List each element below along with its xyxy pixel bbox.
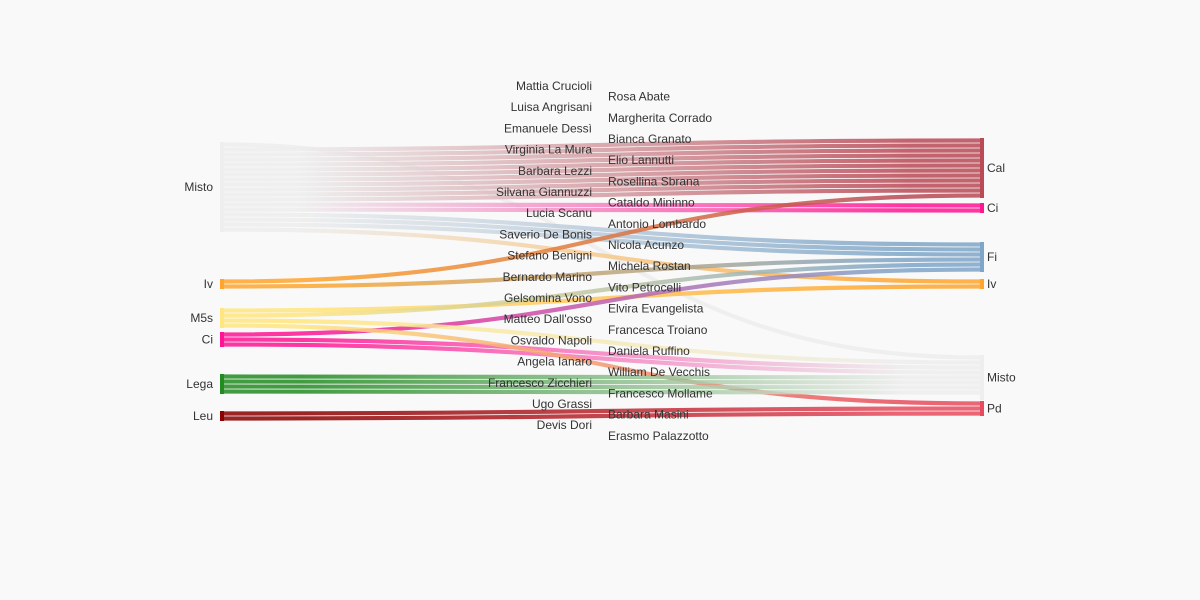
flow-link-bernardo-marino [223, 193, 981, 284]
flow-label-elio-lannutti: Elio Lannutti [608, 153, 674, 167]
flow-link-rosellina-sbrana [223, 178, 981, 192]
flow-link-cataldo-mininno [223, 188, 981, 202]
left-node-label-lega: Lega [186, 377, 213, 391]
right-node-labels: Cal Ci Fi Iv Misto Pd [987, 161, 1016, 416]
left-node-label-ci: Ci [202, 333, 213, 347]
left-node-label-m5s: M5s [190, 311, 213, 325]
flow-label-barbara-masini: Barbara Masini [608, 408, 689, 422]
right-node-misto [980, 355, 984, 400]
left-node-iv [220, 279, 224, 289]
flow-label-mattia-crucioli: Mattia Crucioli [516, 79, 592, 93]
right-node-label-iv: Iv [987, 277, 996, 291]
flow-links [223, 138, 981, 421]
left-node-ci [220, 332, 224, 347]
flow-link-antonio-lombardo [223, 207, 981, 213]
flow-label-lucia-scanu: Lucia Scanu [526, 206, 592, 220]
flow-label-antonio-lombardo: Antonio Lombardo [608, 217, 706, 231]
flow-link-elio-lannutti [223, 168, 981, 182]
flow-link-vito-petrocelli [223, 284, 981, 313]
flow-link-luisa-angrisani [223, 143, 981, 157]
flow-label-rosellina-sbrana: Rosellina Sbrana [608, 174, 700, 188]
flow-label-francesca-troiano: Francesca Troiano [608, 323, 708, 337]
flow-link-barbara-lezzi [223, 173, 981, 187]
left-node-lega [220, 374, 224, 394]
flow-link-rosa-abate [223, 138, 981, 152]
flow-link-william-de-vecchis [223, 374, 981, 380]
right-node-iv [980, 279, 984, 289]
flow-link-bianca-granato [223, 158, 981, 172]
flow-link-daniela-ruffino [223, 342, 981, 375]
flow-link-silvana-giannuzzi [223, 183, 981, 197]
flow-label-osvaldo-napoli: Osvaldo Napoli [511, 333, 592, 347]
flow-label-luisa-angrisani: Luisa Angrisani [511, 100, 592, 114]
right-nodes [980, 138, 984, 416]
flow-label-rosa-abate: Rosa Abate [608, 90, 670, 104]
left-node-label-misto: Misto [184, 180, 213, 194]
flow-link-saverio-de-bonis [223, 212, 981, 247]
right-node-ci [980, 203, 984, 213]
flow-link-margherita-corrado [223, 148, 981, 162]
flow-label-bernardo-marino: Bernardo Marino [503, 270, 593, 284]
flow-label-vito-petrocelli: Vito Petrocelli [608, 280, 681, 294]
right-node-label-fi: Fi [987, 250, 997, 264]
flow-link-emanuele-dessi [223, 153, 981, 167]
flow-link-gelsomina-vono [223, 257, 981, 289]
left-node-m5s [220, 308, 224, 328]
flow-link-michela-rostan [223, 227, 981, 284]
flow-label-gelsomina-vono: Gelsomina Vono [504, 291, 592, 305]
flow-label-virginia-la-mura: Virginia La Mura [505, 143, 592, 157]
right-node-label-misto: Misto [987, 371, 1016, 385]
flow-labels: Mattia Crucioli Rosa Abate Luisa Angrisani… [488, 79, 713, 443]
flow-link-francesco-zicchieri [223, 379, 981, 385]
flow-link-elvira-evangelista [223, 262, 981, 318]
left-node-misto [220, 142, 224, 232]
right-node-pd [980, 401, 984, 416]
flow-label-devis-dori: Devis Dori [537, 418, 592, 432]
flow-label-emanuele-dessi: Emanuele Dessì [504, 121, 592, 135]
flow-label-daniela-ruffino: Daniela Ruffino [608, 344, 690, 358]
right-node-fi [980, 242, 984, 272]
left-node-labels: Misto Iv M5s Ci Lega Leu [184, 180, 213, 423]
flow-label-michela-rostan: Michela Rostan [608, 259, 691, 273]
flow-link-virginia-la-mura [223, 163, 981, 177]
flow-label-elvira-evangelista: Elvira Evangelista [608, 302, 704, 316]
flow-link-francesco-mollame [223, 384, 981, 390]
flow-label-francesco-mollame: Francesco Mollame [608, 386, 713, 400]
right-node-label-cal: Cal [987, 161, 1005, 175]
flow-label-william-de-vecchis: William De Vecchis [608, 365, 710, 379]
flow-link-osvaldo-napoli [223, 337, 981, 370]
flow-link-lucia-scanu [223, 202, 981, 208]
left-node-label-iv: Iv [204, 277, 213, 291]
flow-link-francesca-troiano [223, 318, 981, 365]
flow-label-bianca-granato: Bianca Granato [608, 132, 692, 146]
flow-label-ugo-grassi: Ugo Grassi [532, 397, 592, 411]
flow-link-angela-ianaro [223, 323, 981, 406]
flow-label-francesco-zicchieri: Francesco Zicchieri [488, 376, 592, 390]
right-node-label-pd: Pd [987, 402, 1002, 416]
flow-label-erasmo-palazzotto: Erasmo Palazzotto [608, 429, 709, 443]
flow-link-devis-dori [223, 406, 981, 416]
flow-link-ugo-grassi [223, 389, 981, 395]
flow-label-cataldo-mininno: Cataldo Mininno [608, 196, 695, 210]
left-node-label-leu: Leu [193, 409, 213, 423]
flow-label-silvana-giannuzzi: Silvana Giannuzzi [496, 185, 592, 199]
flow-link-nicola-acunzo [223, 217, 981, 252]
right-node-label-ci: Ci [987, 201, 998, 215]
left-node-leu [220, 411, 224, 421]
left-nodes [220, 142, 224, 421]
flow-label-nicola-acunzo: Nicola Acunzo [608, 238, 684, 252]
right-node-cal [980, 138, 984, 198]
flow-link-erasmo-palazzotto [223, 411, 981, 421]
flow-label-barbara-lezzi: Barbara Lezzi [518, 164, 592, 178]
flow-label-angela-ianaro: Angela Ianaro [517, 355, 592, 369]
flow-label-margherita-corrado: Margherita Corrado [608, 111, 712, 125]
flow-label-matteo-dall-osso: Matteo Dall'osso [504, 312, 593, 326]
flow-label-saverio-de-bonis: Saverio De Bonis [499, 227, 592, 241]
flow-label-stefano-benigni: Stefano Benigni [507, 249, 592, 263]
